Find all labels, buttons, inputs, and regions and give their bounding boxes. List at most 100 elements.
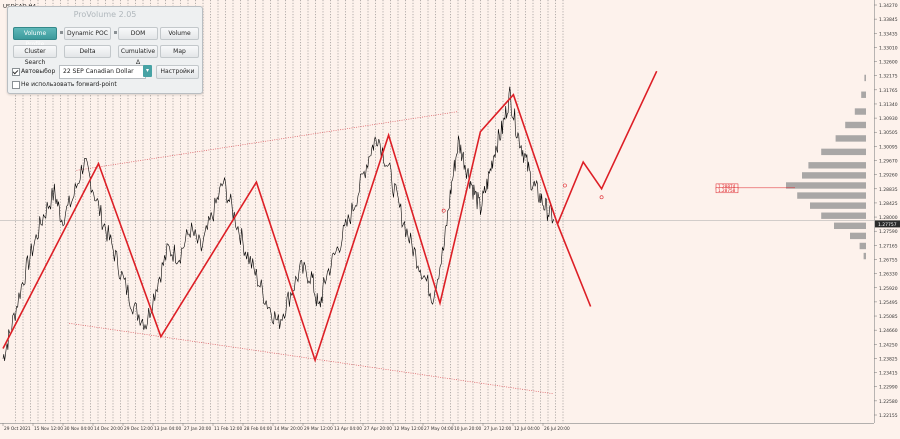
time-tick-label: 14 Mar 20:00 (274, 426, 303, 432)
price-tick-label: 1.33010 (879, 45, 898, 51)
time-tick-label: 12 May 12:00 (394, 426, 424, 432)
chevron-down-icon[interactable]: ▾ (143, 65, 152, 77)
volume-profile-bar (802, 172, 866, 179)
price-tick-label: 1.28835 (879, 187, 898, 193)
price-tick-label: 1.28000 (879, 215, 898, 221)
map-button[interactable]: Map (160, 45, 199, 58)
volume-profile-bar (861, 91, 866, 98)
price-tick-label: 1.33845 (879, 17, 898, 23)
poc-label-box (715, 187, 739, 194)
poc-label: 1.28874 (718, 184, 736, 189)
forecast-up-line (556, 70, 658, 225)
volume-profile-bar (859, 242, 866, 250)
current-price-label: 1.27757 (878, 222, 897, 228)
volume-profile-bar (850, 232, 866, 240)
price-tick-label: 1.27165 (879, 243, 898, 249)
volume-profile-bar (808, 162, 866, 169)
panel-title: ProVolume 2.05 (73, 10, 137, 19)
price-tick-label: 1.31765 (879, 88, 898, 94)
time-tick-label: 13 Apr 04:00 (334, 426, 362, 432)
time-tick-label: 30 Nov 04:00 (64, 426, 93, 432)
forward-point-checkbox[interactable] (12, 81, 20, 89)
price-tick-label: 1.30095 (879, 144, 898, 150)
contract-select[interactable]: 22 SEP Canadian Dollar (59, 65, 146, 79)
price-tick-label: 1.30930 (879, 116, 898, 122)
price-tick-label: 1.26755 (879, 257, 898, 263)
forecast-down-line (556, 223, 592, 307)
price-tick-label: 1.22580 (879, 399, 898, 405)
time-axis[interactable]: 29 Oct 2021 15 Nov 12:00 30 Nov 04:00 14 De… (2, 423, 570, 432)
volume-profile-bar (786, 182, 866, 189)
cumulative-delta-button[interactable]: Cumulative Δ (118, 45, 158, 66)
volume-profile-bar (834, 222, 866, 230)
volume-profile-bar (810, 202, 866, 209)
forecast-projection (556, 70, 658, 307)
time-tick-label: 27 Jan 20:00 (184, 426, 211, 432)
settings-button[interactable]: Настройки (156, 65, 199, 79)
forward-point-label: Не использовать forward-point (21, 81, 117, 88)
volume-profile-bar (835, 135, 866, 142)
price-axis[interactable]: 1.34270 1.33845 1.33435 1.33010 1.32600 1.321… (874, 3, 900, 419)
panel-grip-dot (60, 31, 63, 34)
price-line (2, 86, 555, 362)
zigzag-pattern (2, 93, 559, 363)
provolume-panel[interactable]: ProVolume 2.05 Volume Profile Dynamic PO… (7, 6, 203, 94)
volume-profile-bar (821, 148, 866, 156)
time-tick-label: 26 Jul 20:00 (544, 426, 570, 432)
price-tick-label: 1.24250 (879, 342, 898, 348)
price-tick-label: 1.25085 (879, 314, 898, 320)
time-tick-label: 11 Feb 12:00 (214, 426, 242, 432)
time-tick-label: 12 Jul 04:00 (514, 426, 540, 432)
price-tick-label: 1.32175 (879, 74, 898, 80)
price-tick-label: 1.29670 (879, 159, 898, 165)
price-tick-label: 1.24660 (879, 328, 898, 334)
time-tick-label: 29 Oct 2021 (4, 426, 31, 432)
volume-profile-bar (797, 192, 866, 199)
channel-upper-line (76, 111, 459, 171)
poc-label: 1.28758 (718, 188, 736, 193)
price-tick-label: 1.26330 (879, 272, 898, 278)
volume-profile-button[interactable]: Volume Profile (13, 27, 57, 48)
panel-grip-dot (114, 31, 117, 34)
price-tick-label: 1.22990 (879, 385, 898, 391)
auto-select-checkbox[interactable] (12, 68, 20, 76)
time-tick-label: 27 May 04:00 (424, 426, 454, 432)
time-tick-label: 27 Apr 20:00 (364, 426, 392, 432)
price-tick-label: 1.29260 (879, 173, 898, 179)
volume-profile-bar (864, 74, 866, 82)
trend-channel (69, 111, 554, 395)
cluster-search-button[interactable]: Cluster Search (13, 45, 57, 66)
price-tick-label: 1.23415 (879, 371, 898, 377)
volume-profile-bar (863, 252, 866, 260)
pivot-marker (562, 183, 567, 188)
price-tick-label: 1.33435 (879, 31, 898, 37)
zigzag-line (2, 93, 559, 363)
price-tick-label: 1.25920 (879, 286, 898, 292)
time-tick-label: 29 Mar 12:00 (304, 426, 333, 432)
price-tick-label: 1.22155 (879, 413, 898, 419)
price-tick-label: 1.27590 (879, 229, 898, 235)
pivot-marker (441, 208, 446, 213)
price-tick-label: 1.28425 (879, 201, 898, 207)
price-tick-label: 1.25495 (879, 300, 898, 306)
pivot-marker (599, 195, 604, 200)
price-tick-label: 1.34270 (879, 3, 898, 9)
time-tick-label: 28 Feb 04:00 (244, 426, 272, 432)
volume-profile-bar (854, 108, 866, 115)
volume-profile-bar (845, 121, 866, 129)
price-tick-label: 1.30505 (879, 130, 898, 136)
volume-profile (786, 74, 866, 260)
auto-select-label: Автовыбор (21, 68, 56, 75)
price-series (2, 86, 555, 362)
delta-button[interactable]: Delta (64, 45, 111, 58)
volume-button[interactable]: Volume (160, 27, 199, 40)
price-tick-label: 1.31340 (879, 102, 898, 108)
dom-button[interactable]: DOM (118, 27, 158, 40)
time-tick-label: 15 Nov 12:00 (34, 426, 63, 432)
time-tick-label: 29 Dec 12:00 (124, 426, 153, 432)
price-tick-label: 1.23825 (879, 356, 898, 362)
dynamic-poc-button[interactable]: Dynamic POC (64, 27, 111, 40)
price-tick-label: 1.32600 (879, 60, 898, 66)
